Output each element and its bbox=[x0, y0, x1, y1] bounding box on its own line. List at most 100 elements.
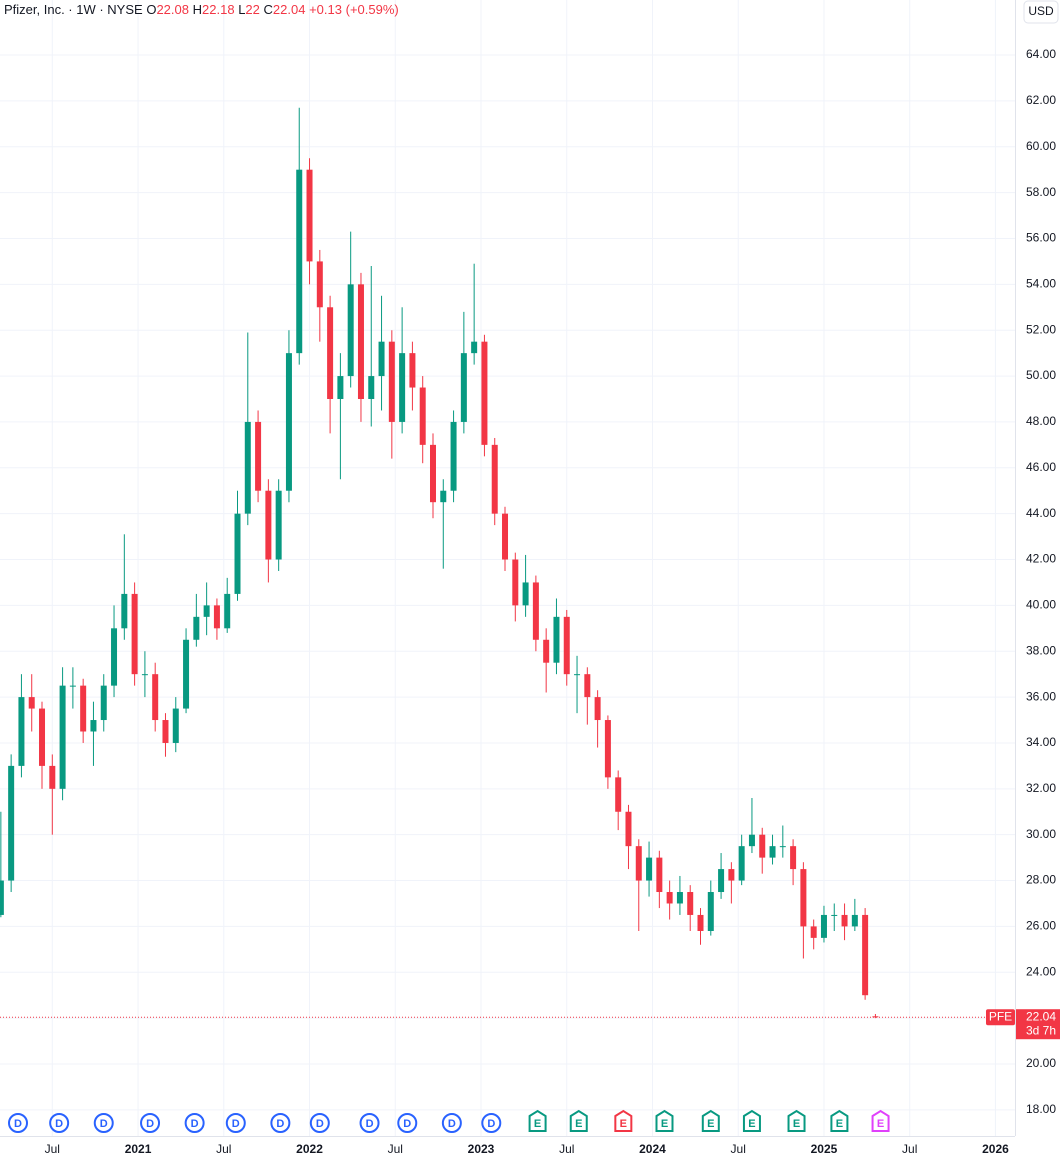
candle-body bbox=[141, 674, 148, 676]
y-tick-label: 62.00 bbox=[1026, 93, 1056, 107]
y-tick-label: 32.00 bbox=[1026, 781, 1056, 795]
candle-body bbox=[409, 353, 416, 388]
candle-body bbox=[615, 777, 622, 812]
grid bbox=[0, 0, 1015, 1136]
event-marker[interactable]: D bbox=[8, 1113, 29, 1133]
candle-body bbox=[748, 834, 755, 847]
event-icon bbox=[481, 1113, 502, 1133]
event-icon bbox=[93, 1113, 114, 1133]
event-marker[interactable]: D bbox=[397, 1113, 418, 1133]
candle-body bbox=[676, 892, 683, 904]
y-tick-label: 40.00 bbox=[1026, 598, 1056, 612]
event-label: E bbox=[836, 1118, 843, 1130]
candle-body bbox=[100, 685, 107, 721]
candle-body bbox=[831, 914, 838, 916]
candle-body bbox=[0, 880, 4, 915]
event-marker[interactable]: E bbox=[742, 1109, 761, 1132]
event-marker[interactable]: E bbox=[830, 1109, 849, 1132]
event-label: D bbox=[146, 1118, 154, 1130]
event-marker[interactable]: D bbox=[441, 1113, 462, 1133]
candle-body bbox=[388, 341, 395, 422]
candle-body bbox=[275, 490, 282, 560]
event-icon bbox=[830, 1109, 849, 1132]
event-marker[interactable]: D bbox=[93, 1113, 114, 1133]
candle-body bbox=[862, 914, 869, 996]
event-marker[interactable]: D bbox=[140, 1113, 161, 1133]
event-marker[interactable]: E bbox=[787, 1109, 806, 1132]
event-label: E bbox=[575, 1118, 582, 1130]
event-icon bbox=[8, 1113, 29, 1133]
x-tick-label: Jul bbox=[216, 1142, 231, 1156]
currency: USD bbox=[1028, 4, 1054, 18]
event-label: D bbox=[448, 1118, 456, 1130]
y-tick-label: 20.00 bbox=[1026, 1056, 1056, 1070]
candle-body bbox=[327, 307, 334, 399]
candle-body bbox=[59, 685, 66, 789]
event-marker[interactable]: D bbox=[270, 1113, 291, 1133]
event-label: E bbox=[877, 1118, 884, 1130]
candle-body bbox=[296, 169, 303, 354]
candle-body bbox=[419, 387, 426, 445]
event-marker[interactable]: E bbox=[701, 1109, 720, 1132]
ohlc-value: 22 bbox=[245, 2, 260, 17]
event-marker[interactable]: D bbox=[359, 1113, 380, 1133]
event-label: E bbox=[793, 1118, 800, 1130]
candle-body bbox=[213, 605, 220, 629]
event-label: D bbox=[487, 1118, 495, 1130]
candle-body bbox=[90, 720, 97, 732]
candle-body bbox=[429, 444, 436, 503]
event-marker[interactable]: D bbox=[481, 1113, 502, 1133]
candle-body bbox=[769, 846, 776, 858]
event-marker[interactable]: E bbox=[528, 1109, 547, 1132]
event-marker[interactable]: D bbox=[184, 1113, 205, 1133]
event-label: E bbox=[748, 1118, 755, 1130]
event-marker[interactable]: E bbox=[569, 1109, 588, 1132]
event-label: E bbox=[534, 1118, 541, 1130]
event-marker[interactable]: D bbox=[309, 1113, 330, 1133]
x-tick-label: Jul bbox=[388, 1142, 403, 1156]
candle-body bbox=[378, 341, 385, 377]
y-tick-label: 18.00 bbox=[1026, 1102, 1056, 1116]
candle-body bbox=[759, 834, 766, 858]
candle-body bbox=[625, 811, 632, 847]
event-label: D bbox=[100, 1118, 108, 1130]
symbol-badge bbox=[986, 1009, 1015, 1026]
candle-body bbox=[553, 616, 560, 663]
candle-body bbox=[234, 513, 241, 594]
event-marker[interactable]: E bbox=[614, 1109, 633, 1132]
candle-body bbox=[162, 720, 169, 743]
candle-body bbox=[244, 421, 251, 514]
candle-body bbox=[594, 697, 601, 721]
candle-body bbox=[532, 582, 539, 640]
y-tick-label: 48.00 bbox=[1026, 414, 1056, 428]
candle-body bbox=[399, 353, 406, 422]
x-tick-label: Jul bbox=[731, 1142, 746, 1156]
event-label: E bbox=[707, 1118, 714, 1130]
candle-body bbox=[502, 513, 509, 560]
y-tick-label: 54.00 bbox=[1026, 277, 1056, 291]
candle-body bbox=[337, 376, 344, 399]
change: +0.13 bbox=[309, 2, 342, 17]
y-tick-label: 24.00 bbox=[1026, 964, 1056, 978]
candle-body bbox=[131, 593, 138, 675]
candle-body bbox=[604, 720, 611, 778]
event-icon bbox=[184, 1113, 205, 1133]
candle-body bbox=[790, 846, 797, 870]
event-marker[interactable]: E bbox=[655, 1109, 674, 1132]
event-label: E bbox=[620, 1118, 627, 1130]
candle-body bbox=[491, 444, 498, 514]
event-marker[interactable]: E bbox=[871, 1109, 890, 1132]
event-marker[interactable]: D bbox=[49, 1113, 70, 1133]
candle-body bbox=[635, 846, 642, 881]
candle-body bbox=[368, 376, 375, 399]
event-label: D bbox=[276, 1118, 284, 1130]
candle-body bbox=[28, 697, 35, 709]
candle-body bbox=[460, 353, 467, 422]
symbol-label: PFE bbox=[989, 1009, 1012, 1023]
candle-body bbox=[574, 674, 581, 676]
event-marker[interactable]: D bbox=[225, 1113, 246, 1133]
currency-box[interactable] bbox=[1023, 0, 1059, 24]
candle-body bbox=[183, 639, 190, 709]
